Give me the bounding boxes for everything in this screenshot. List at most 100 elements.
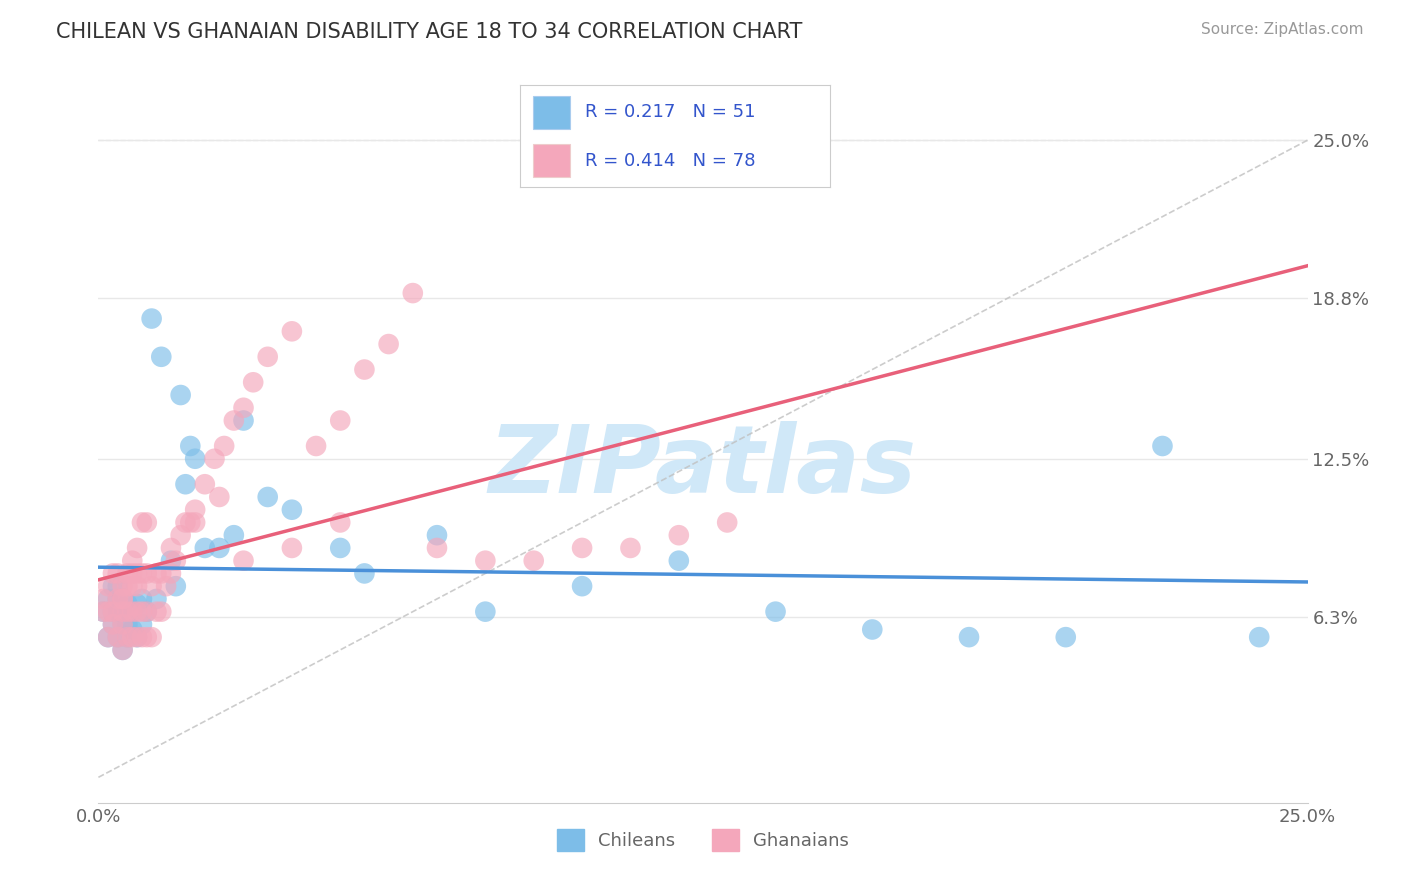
- Point: [131, 630, 153, 644]
- Point: [222, 528, 245, 542]
- Point: [174, 477, 197, 491]
- Point: [860, 623, 883, 637]
- Point: [1249, 630, 1271, 644]
- Point: [232, 554, 254, 568]
- Point: [353, 362, 375, 376]
- Point: [107, 630, 129, 644]
- Point: [97, 605, 120, 619]
- Point: [179, 439, 201, 453]
- Point: [165, 579, 187, 593]
- Point: [111, 605, 134, 619]
- Point: [121, 566, 143, 581]
- Point: [121, 554, 143, 568]
- Point: [281, 502, 304, 516]
- Point: [117, 597, 139, 611]
- Point: [523, 554, 546, 568]
- Point: [204, 451, 226, 466]
- Point: [281, 324, 304, 338]
- Point: [141, 311, 163, 326]
- Point: [765, 605, 787, 619]
- Point: [232, 413, 254, 427]
- Point: [426, 528, 449, 542]
- Point: [127, 630, 149, 644]
- Point: [668, 554, 690, 568]
- Point: [242, 376, 264, 390]
- Point: [571, 579, 593, 593]
- Point: [145, 591, 167, 606]
- Point: [426, 541, 449, 555]
- Point: [131, 617, 153, 632]
- Point: [174, 516, 197, 530]
- Point: [1152, 439, 1174, 453]
- Point: [117, 579, 139, 593]
- Point: [256, 490, 278, 504]
- Point: [101, 605, 124, 619]
- Point: [111, 591, 134, 606]
- Point: [169, 528, 191, 542]
- Point: [101, 579, 124, 593]
- Point: [619, 541, 641, 555]
- Point: [184, 516, 207, 530]
- Point: [135, 630, 157, 644]
- Point: [127, 541, 149, 555]
- Point: [117, 617, 139, 632]
- Point: [668, 528, 690, 542]
- Point: [121, 605, 143, 619]
- Point: [107, 591, 129, 606]
- Point: [111, 643, 134, 657]
- Point: [329, 413, 352, 427]
- Point: [329, 516, 352, 530]
- Point: [145, 605, 167, 619]
- Point: [377, 337, 399, 351]
- Legend: Chileans, Ghanaians: Chileans, Ghanaians: [550, 822, 856, 858]
- Point: [135, 516, 157, 530]
- Point: [107, 591, 129, 606]
- Point: [127, 579, 149, 593]
- Point: [150, 350, 173, 364]
- Point: [402, 286, 425, 301]
- Point: [117, 566, 139, 581]
- Point: [101, 566, 124, 581]
- Point: [121, 623, 143, 637]
- Text: ZIPatlas: ZIPatlas: [489, 421, 917, 514]
- Point: [150, 605, 173, 619]
- Text: R = 0.217   N = 51: R = 0.217 N = 51: [585, 103, 755, 121]
- Point: [160, 566, 183, 581]
- Point: [329, 541, 352, 555]
- Point: [141, 630, 163, 644]
- Point: [111, 579, 134, 593]
- Point: [141, 579, 163, 593]
- Point: [1054, 630, 1077, 644]
- Point: [101, 617, 124, 632]
- Point: [232, 401, 254, 415]
- Point: [194, 477, 217, 491]
- Point: [127, 566, 149, 581]
- FancyBboxPatch shape: [533, 96, 569, 128]
- Point: [957, 630, 980, 644]
- Point: [97, 579, 120, 593]
- Point: [150, 566, 173, 581]
- Point: [169, 388, 191, 402]
- Point: [97, 630, 120, 644]
- Point: [111, 591, 134, 606]
- Point: [127, 597, 149, 611]
- Point: [305, 439, 328, 453]
- Point: [160, 554, 183, 568]
- Text: R = 0.414   N = 78: R = 0.414 N = 78: [585, 152, 755, 169]
- Point: [716, 516, 738, 530]
- Point: [127, 630, 149, 644]
- Point: [107, 605, 129, 619]
- Point: [571, 541, 593, 555]
- Point: [127, 605, 149, 619]
- Point: [145, 566, 167, 581]
- Point: [474, 554, 496, 568]
- Point: [121, 579, 143, 593]
- Point: [131, 566, 153, 581]
- Point: [97, 630, 120, 644]
- Point: [222, 413, 245, 427]
- Point: [131, 605, 153, 619]
- Point: [101, 605, 124, 619]
- Point: [165, 554, 187, 568]
- Point: [97, 591, 120, 606]
- Point: [160, 541, 183, 555]
